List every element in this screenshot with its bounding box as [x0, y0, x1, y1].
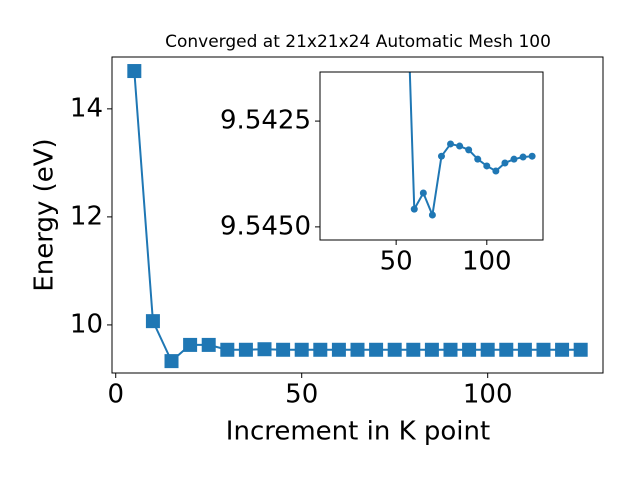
data-point [406, 342, 421, 357]
chart-title: Converged at 21x21x24 Automatic Mesh 100 [165, 32, 551, 52]
plot-frame [111, 56, 604, 374]
data-point [350, 342, 365, 357]
data-point [164, 354, 179, 369]
x-tick-label: 50 [285, 380, 318, 410]
x-tick-label: 50 [380, 247, 413, 277]
data-point [517, 342, 532, 357]
data-point [474, 155, 482, 163]
data-point [447, 140, 455, 148]
series [127, 64, 588, 369]
data-point [127, 64, 142, 79]
data-point [528, 152, 536, 160]
data-point [456, 142, 464, 150]
x-axis-label: Increment in K point [226, 417, 490, 447]
data-point [276, 342, 291, 357]
data-point [536, 342, 551, 357]
x-tick-label: 0 [107, 380, 124, 410]
y-tick-label: 9.5425 [220, 106, 311, 136]
data-point [238, 342, 253, 357]
data-point [419, 189, 427, 197]
data-point [462, 342, 477, 357]
data-point [313, 342, 328, 357]
data-point [294, 342, 309, 357]
data-point [437, 152, 445, 160]
y-tick-label: 14 [70, 93, 103, 123]
data-point [387, 342, 402, 357]
y-axis-label: Energy (eV) [30, 138, 60, 291]
data-point [428, 211, 436, 219]
data-point [480, 342, 495, 357]
plot-frame [319, 71, 544, 241]
data-point [220, 342, 235, 357]
data-point [201, 337, 216, 352]
x-tick-label: 100 [462, 247, 512, 277]
data-point [501, 159, 509, 167]
data-point [510, 155, 518, 163]
data-point [443, 342, 458, 357]
data-point [257, 342, 272, 357]
data-point [145, 314, 160, 329]
y-tick-label: 10 [70, 309, 103, 339]
data-point [183, 337, 198, 352]
x-tick-label: 100 [463, 380, 513, 410]
data-point [492, 167, 500, 175]
y-tick-label: 12 [70, 201, 103, 231]
y-tick-label: 9.5450 [220, 211, 311, 241]
data-point [499, 342, 514, 357]
data-point [555, 342, 570, 357]
data-point [519, 153, 527, 161]
series [408, 72, 536, 219]
data-point [331, 342, 346, 357]
data-point [410, 205, 418, 213]
data-point [369, 342, 384, 357]
data-point [424, 342, 439, 357]
data-point [465, 146, 473, 154]
data-point [483, 162, 491, 170]
data-point [573, 342, 588, 357]
